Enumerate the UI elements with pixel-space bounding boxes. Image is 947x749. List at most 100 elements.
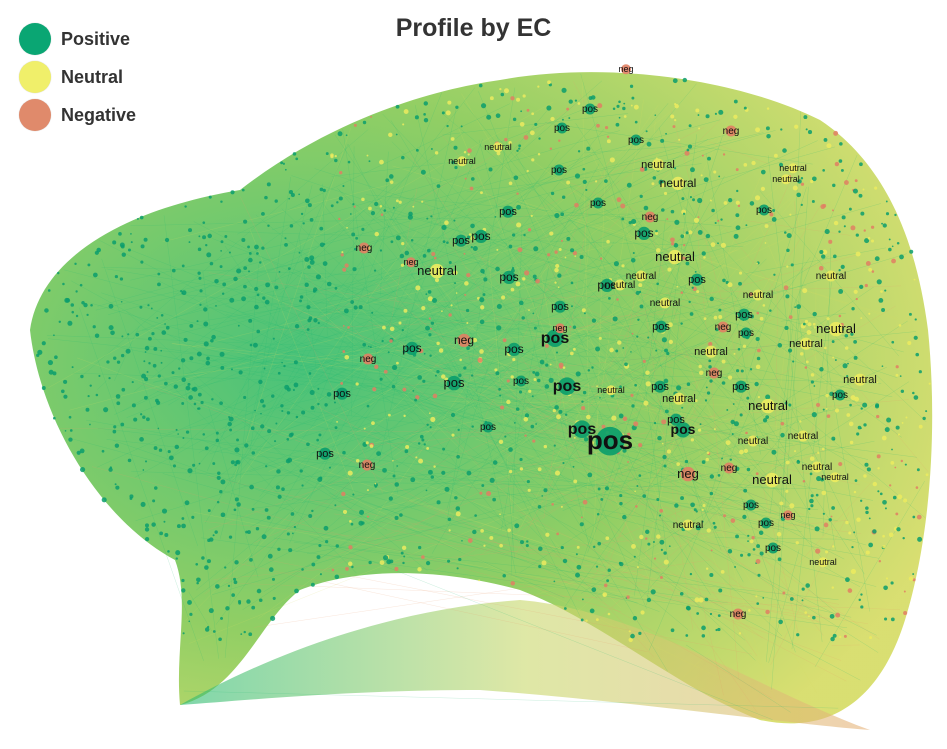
edge bbox=[101, 292, 825, 531]
edge bbox=[271, 130, 621, 230]
node bbox=[288, 190, 294, 195]
node bbox=[482, 272, 485, 274]
node bbox=[651, 182, 655, 186]
node bbox=[388, 413, 391, 417]
node bbox=[177, 433, 179, 435]
node bbox=[876, 279, 882, 285]
node bbox=[307, 203, 312, 208]
node bbox=[481, 484, 485, 487]
node bbox=[865, 510, 869, 515]
node bbox=[572, 250, 578, 256]
node bbox=[557, 273, 562, 278]
node bbox=[371, 311, 374, 314]
node bbox=[760, 186, 766, 191]
node bbox=[144, 460, 148, 463]
node bbox=[880, 290, 883, 293]
node bbox=[912, 573, 915, 575]
node-circle bbox=[797, 430, 809, 442]
edge bbox=[309, 536, 773, 720]
node bbox=[630, 278, 632, 281]
node bbox=[466, 321, 469, 325]
node bbox=[283, 364, 286, 368]
node bbox=[580, 516, 583, 519]
node bbox=[513, 175, 519, 181]
edge bbox=[771, 186, 809, 690]
node bbox=[785, 489, 789, 493]
node bbox=[398, 200, 402, 204]
node bbox=[114, 443, 120, 448]
node bbox=[184, 500, 190, 506]
node bbox=[249, 484, 254, 490]
node bbox=[564, 607, 567, 610]
node bbox=[289, 224, 294, 228]
node bbox=[660, 183, 666, 188]
node bbox=[639, 194, 643, 198]
node bbox=[907, 340, 912, 346]
node-label: pos bbox=[480, 422, 496, 433]
node-label: pos bbox=[499, 206, 517, 218]
node bbox=[436, 341, 440, 346]
node bbox=[697, 216, 700, 218]
chart-title: Profile by EC bbox=[395, 14, 552, 42]
node bbox=[895, 512, 899, 516]
node bbox=[216, 475, 221, 480]
node bbox=[202, 433, 205, 436]
node bbox=[322, 261, 328, 266]
node bbox=[404, 449, 409, 454]
node-neutral: neutral bbox=[673, 519, 703, 531]
node bbox=[499, 87, 502, 91]
node-neutral: neutral bbox=[748, 398, 788, 414]
node bbox=[853, 339, 857, 344]
node bbox=[638, 283, 643, 288]
node bbox=[508, 181, 513, 186]
node bbox=[429, 354, 432, 357]
node-circle bbox=[546, 329, 564, 348]
node bbox=[417, 545, 422, 550]
node bbox=[412, 390, 415, 392]
node bbox=[603, 583, 608, 588]
node bbox=[619, 385, 622, 389]
node bbox=[442, 447, 446, 451]
node bbox=[281, 409, 284, 413]
node bbox=[425, 560, 431, 566]
edge bbox=[195, 437, 660, 612]
node bbox=[458, 557, 462, 562]
node bbox=[825, 393, 829, 398]
node bbox=[740, 553, 744, 557]
node bbox=[382, 555, 389, 561]
node bbox=[915, 352, 920, 357]
node bbox=[430, 321, 435, 325]
node bbox=[200, 400, 204, 405]
node bbox=[609, 157, 615, 163]
node bbox=[844, 334, 849, 338]
node bbox=[558, 362, 564, 368]
edge bbox=[375, 282, 758, 600]
node-label: neg bbox=[642, 212, 659, 223]
edge bbox=[292, 287, 525, 334]
node bbox=[854, 179, 858, 183]
node bbox=[812, 322, 816, 326]
node bbox=[236, 268, 242, 274]
node bbox=[221, 292, 225, 295]
node bbox=[844, 346, 849, 350]
node bbox=[717, 627, 721, 632]
edge bbox=[241, 146, 835, 314]
node-label: neutral bbox=[484, 142, 512, 152]
node-circle bbox=[600, 278, 614, 292]
node bbox=[496, 248, 499, 251]
node bbox=[701, 251, 706, 256]
node bbox=[705, 457, 709, 462]
node bbox=[664, 409, 669, 414]
node-label: pos bbox=[513, 376, 529, 387]
node bbox=[219, 265, 223, 269]
node bbox=[925, 473, 929, 477]
node-circle bbox=[592, 197, 604, 209]
node bbox=[391, 384, 396, 389]
node bbox=[928, 382, 931, 385]
node bbox=[141, 373, 147, 379]
edge bbox=[588, 201, 824, 586]
node bbox=[735, 312, 738, 315]
node bbox=[826, 317, 830, 321]
node bbox=[585, 188, 588, 192]
